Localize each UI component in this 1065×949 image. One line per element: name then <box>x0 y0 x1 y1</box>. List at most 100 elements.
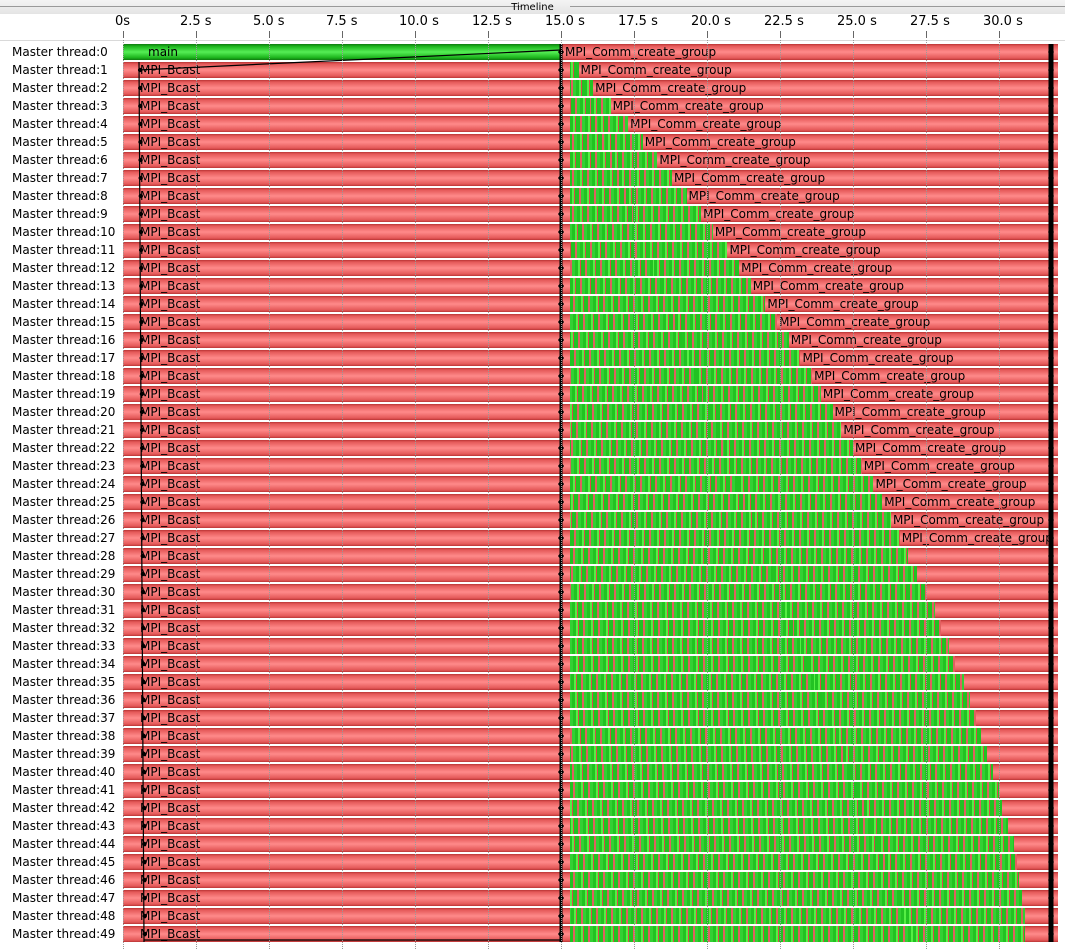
thread-label[interactable]: Master thread:30 <box>12 585 116 599</box>
compute-burst-segment[interactable] <box>569 332 789 348</box>
compute-burst-segment[interactable] <box>569 152 658 168</box>
thread-label[interactable]: Master thread:29 <box>12 567 116 581</box>
compute-burst-segment[interactable] <box>569 188 687 204</box>
thread-label[interactable]: Master thread:6 <box>12 153 108 167</box>
thread-label[interactable]: Master thread:17 <box>12 351 116 365</box>
compute-burst-segment[interactable] <box>569 872 1020 888</box>
thread-label[interactable]: Master thread:14 <box>12 297 116 311</box>
thread-label[interactable]: Master thread:34 <box>12 657 116 671</box>
thread-label[interactable]: Master thread:1 <box>12 63 108 77</box>
thread-label[interactable]: Master thread:22 <box>12 441 116 455</box>
compute-burst-segment[interactable] <box>569 566 918 582</box>
thread-label[interactable]: Master thread:49 <box>12 927 116 941</box>
compute-burst-segment[interactable] <box>569 602 935 618</box>
compute-burst-segment[interactable] <box>569 692 970 708</box>
thread-label[interactable]: Master thread:7 <box>12 171 108 185</box>
compute-burst-segment[interactable] <box>569 620 941 636</box>
compute-burst-segment[interactable] <box>569 530 900 546</box>
compute-burst-segment[interactable] <box>569 476 874 492</box>
thread-label[interactable]: Master thread:16 <box>12 333 116 347</box>
compute-burst-segment[interactable] <box>569 314 778 330</box>
compute-burst-segment[interactable] <box>569 818 1008 834</box>
thread-label[interactable]: Master thread:21 <box>12 423 116 437</box>
thread-label[interactable]: Master thread:24 <box>12 477 116 491</box>
thread-label[interactable]: Master thread:37 <box>12 711 116 725</box>
compute-burst-segment[interactable] <box>569 134 643 150</box>
thread-label[interactable]: Master thread:40 <box>12 765 116 779</box>
thread-label[interactable]: Master thread:39 <box>12 747 116 761</box>
compute-burst-segment[interactable] <box>569 80 594 96</box>
compute-burst-segment[interactable] <box>569 494 883 510</box>
compute-burst-segment[interactable] <box>569 728 982 744</box>
thread-label[interactable]: Master thread:47 <box>12 891 116 905</box>
compute-burst-segment[interactable] <box>569 890 1023 906</box>
thread-label[interactable]: Master thread:32 <box>12 621 116 635</box>
thread-label[interactable]: Master thread:20 <box>12 405 116 419</box>
thread-label[interactable]: Master thread:8 <box>12 189 108 203</box>
thread-label[interactable]: Master thread:0 <box>12 45 108 59</box>
compute-burst-segment[interactable] <box>569 674 964 690</box>
compute-burst-segment[interactable] <box>569 710 976 726</box>
thread-label[interactable]: Master thread:2 <box>12 81 108 95</box>
thread-label[interactable]: Master thread:35 <box>12 675 116 689</box>
compute-burst-segment[interactable] <box>569 656 956 672</box>
thread-label[interactable]: Master thread:33 <box>12 639 116 653</box>
compute-burst-segment[interactable] <box>569 224 713 240</box>
thread-label[interactable]: Master thread:15 <box>12 315 116 329</box>
thread-label[interactable]: Master thread:26 <box>12 513 116 527</box>
thread-label[interactable]: Master thread:48 <box>12 909 116 923</box>
thread-label[interactable]: Master thread:27 <box>12 531 116 545</box>
thread-label[interactable]: Master thread:46 <box>12 873 116 887</box>
compute-burst-segment[interactable] <box>569 422 842 438</box>
thread-label[interactable]: Master thread:23 <box>12 459 116 473</box>
compute-burst-segment[interactable] <box>569 404 833 420</box>
thread-label[interactable]: Master thread:4 <box>12 117 108 131</box>
compute-burst-segment[interactable] <box>569 62 579 78</box>
compute-burst-segment[interactable] <box>569 854 1017 870</box>
thread-label[interactable]: Master thread:12 <box>12 261 116 275</box>
compute-burst-segment[interactable] <box>569 116 629 132</box>
thread-label[interactable]: Master thread:5 <box>12 135 108 149</box>
compute-burst-segment[interactable] <box>569 782 999 798</box>
compute-burst-segment[interactable] <box>569 548 909 564</box>
compute-burst-segment[interactable] <box>569 512 891 528</box>
compute-burst-segment[interactable] <box>569 926 1026 942</box>
compute-burst-segment[interactable] <box>569 764 994 780</box>
compute-burst-segment[interactable] <box>569 260 740 276</box>
compute-burst-segment[interactable] <box>569 638 950 654</box>
compute-burst-segment[interactable] <box>569 296 766 312</box>
compute-burst-segment[interactable] <box>569 386 821 402</box>
thread-label[interactable]: Master thread:19 <box>12 387 116 401</box>
thread-label[interactable]: Master thread:31 <box>12 603 116 617</box>
thread-label[interactable]: Master thread:3 <box>12 99 108 113</box>
compute-burst-segment[interactable] <box>569 350 801 366</box>
compute-burst-segment[interactable] <box>569 908 1026 924</box>
thread-label[interactable]: Master thread:45 <box>12 855 116 869</box>
time-axis[interactable]: 0s 2.5 s 5.0 s 7.5 s 10.0 s 12.5 s 15.0 s 17.5 … <box>0 14 1065 41</box>
thread-label[interactable]: Master thread:44 <box>12 837 116 851</box>
thread-label[interactable]: Master thread:9 <box>12 207 108 221</box>
thread-label[interactable]: Master thread:43 <box>12 819 116 833</box>
compute-burst-segment[interactable] <box>569 278 751 294</box>
thread-label[interactable]: Master thread:36 <box>12 693 116 707</box>
compute-burst-segment[interactable] <box>569 242 728 258</box>
thread-label[interactable]: Master thread:25 <box>12 495 116 509</box>
compute-burst-segment[interactable] <box>569 368 813 384</box>
compute-burst-segment[interactable] <box>569 584 926 600</box>
compute-burst-segment[interactable] <box>569 206 702 222</box>
thread-label[interactable]: Master thread:41 <box>12 783 116 797</box>
thread-label[interactable]: Master thread:10 <box>12 225 116 239</box>
compute-burst-segment[interactable] <box>569 836 1014 852</box>
compute-burst-segment[interactable] <box>569 746 988 762</box>
compute-burst-segment[interactable] <box>569 800 1002 816</box>
thread-label[interactable]: Master thread:11 <box>12 243 116 257</box>
thread-label[interactable]: Master thread:42 <box>12 801 116 815</box>
thread-label[interactable]: Master thread:38 <box>12 729 116 743</box>
compute-burst-segment[interactable] <box>569 440 853 456</box>
compute-burst-segment[interactable] <box>569 98 611 114</box>
compute-burst-segment[interactable] <box>569 170 672 186</box>
thread-label[interactable]: Master thread:18 <box>12 369 116 383</box>
compute-burst-segment[interactable] <box>569 458 862 474</box>
thread-label[interactable]: Master thread:13 <box>12 279 116 293</box>
thread-label[interactable]: Master thread:28 <box>12 549 116 563</box>
